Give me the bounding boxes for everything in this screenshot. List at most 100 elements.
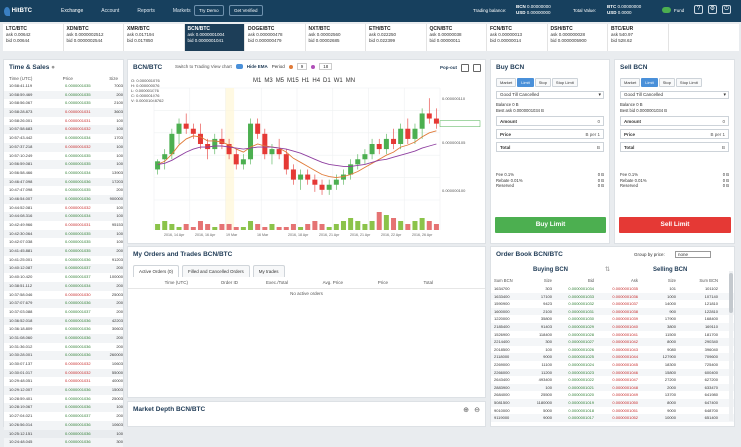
order-book-row[interactable]: 1600000 2100 0.0000001031 0.0000001038 900 12… xyxy=(491,307,734,316)
sell-total-field[interactable]: Total B xyxy=(620,142,729,152)
ticker-qcn-btc[interactable]: QCN/BTC ask 0.00000038 bid 0.00000011 xyxy=(427,24,487,51)
nav-reports[interactable]: Reports xyxy=(137,8,155,14)
buy-time-in-force-select[interactable]: Good Till Cancelled xyxy=(496,91,604,99)
order-book-row[interactable]: 9119000 9000 0.0000001017 0.0000001052 10000… xyxy=(491,414,734,422)
buy-limit-button[interactable]: Buy Limit xyxy=(495,217,606,233)
sell-price-field[interactable]: Price B per 1 xyxy=(620,129,729,139)
sell-stop-limit-tab[interactable]: Stop Limit xyxy=(675,78,702,87)
interval-m3[interactable]: M3 xyxy=(264,78,273,84)
buy-market-tab[interactable]: Market xyxy=(496,78,517,87)
interval-w1[interactable]: W1 xyxy=(333,78,343,84)
order-book-row[interactable]: 5081500 1180000 0.0000001019 0.0000001050 80… xyxy=(491,398,734,407)
interval-m15[interactable]: M15 xyxy=(287,78,299,84)
nav-account[interactable]: Account xyxy=(101,8,120,14)
order-book-row[interactable]: 2269000 11100 0.0000001024 0.0000001045 1830… xyxy=(491,361,734,369)
help-icon[interactable]: ? xyxy=(694,5,703,14)
logout-icon[interactable]: ⏻ xyxy=(722,5,731,14)
ticker-eth-btc[interactable]: ETH/BTC ask 0.022250 bid 0.022399 xyxy=(366,24,427,51)
chart-toggle-icon[interactable] xyxy=(235,64,243,69)
buy-amount-field[interactable]: Amount 0 xyxy=(496,116,604,126)
tab-filled-cancelled[interactable]: Filled and Cancelled Orders xyxy=(182,265,250,277)
fund-toggle[interactable] xyxy=(662,7,671,13)
zoom-in-icon[interactable]: ⊕ xyxy=(463,407,469,414)
col-ask: Ask xyxy=(631,278,638,283)
tab-active-orders[interactable]: Active Orders (0) xyxy=(133,265,180,277)
group-by-select[interactable]: none xyxy=(675,251,711,258)
sell-stop-tab[interactable]: Stop xyxy=(658,78,675,87)
ticker-xdn-btc[interactable]: XDN/BTC ask 0.0000002512 bid 0.0000002544 xyxy=(64,24,124,51)
ticker-ltc-btc[interactable]: LTC/BTC ask 0.00642 bid 0.00644 xyxy=(3,24,64,51)
order-book-row[interactable]: 1526900 118400 0.0000001028 0.0000001041 115… xyxy=(491,331,734,339)
order-book-row[interactable]: 2118000 9000 0.0000001025 0.0000001044 12790… xyxy=(491,353,734,361)
popout-button[interactable]: Pop-out xyxy=(440,65,457,70)
period-slow-input[interactable]: 18 xyxy=(319,63,333,70)
volume-bar xyxy=(376,212,382,230)
order-book-row[interactable]: 1634700 303 0.0000001034 0.0000001035 101 101… xyxy=(491,285,734,293)
trade-row: 10:40:10.420 0.0000001037 100000 xyxy=(4,273,123,282)
zoom-out-icon[interactable]: ⊖ xyxy=(474,407,480,414)
buy-stop-limit-tab[interactable]: Stop Limit xyxy=(551,78,578,87)
get-verified-button[interactable]: Get Verified xyxy=(229,5,263,16)
order-book-row[interactable]: 2643400 493400 0.0000001022 0.0000001047 272… xyxy=(491,376,734,384)
order-book-row[interactable]: 1590900 9423 0.0000001032 0.0000001037 14000… xyxy=(491,300,734,308)
trading-view-link[interactable]: Switch to Trading View chart xyxy=(175,64,232,69)
order-book-row[interactable]: 9010000 5000 0.0000001018 0.0000001051 9000 6… xyxy=(491,407,734,415)
time-and-sales-list[interactable]: 10:58:41.119 0.0000001035 7003 10:58:59.469… xyxy=(4,82,123,447)
swap-icon[interactable]: ⇅ xyxy=(605,267,611,273)
order-book-scrollbar[interactable] xyxy=(729,271,733,421)
trade-time: 10:27:04.021 xyxy=(9,413,33,419)
ticker-btc-eur[interactable]: BTC/EUR ask 540.97 bid 528.62 xyxy=(608,24,669,51)
period-fast-input[interactable]: 9 xyxy=(296,63,308,70)
ticker-nxt-btc[interactable]: NXT/BTC ask 0.00002560 bid 0.00002685 xyxy=(306,24,366,51)
interval-m1[interactable]: M1 xyxy=(253,78,262,84)
order-book-row[interactable]: 2185400 91403 0.0000001029 0.0000001040 3800… xyxy=(491,322,734,331)
sell-limit-button[interactable]: Sell Limit xyxy=(619,217,731,233)
buy-stop-tab[interactable]: Stop xyxy=(534,78,551,87)
nav-markets[interactable]: Markets xyxy=(172,8,191,14)
sell-limit-tab[interactable]: Limit xyxy=(641,78,658,87)
ticker-doge-btc[interactable]: DOGE/BTC ask 0.000000478 bid 0.000000479 xyxy=(245,24,306,51)
bid-price: 0.0000001030 xyxy=(568,316,594,322)
order-book-row[interactable]: 2883900 100 0.0000001021 0.0000001048 2000 63… xyxy=(491,383,734,392)
interval-m5[interactable]: M5 xyxy=(275,78,285,84)
buy-total-field[interactable]: Total B xyxy=(496,142,604,152)
sell-time-in-force-select[interactable]: Good Till Cancelled xyxy=(620,91,729,99)
order-book-rows[interactable]: 1634700 303 0.0000001034 0.0000001035 101 101… xyxy=(491,285,734,422)
interval-h1[interactable]: H1 xyxy=(301,78,310,84)
interval-d1[interactable]: D1 xyxy=(323,78,331,84)
buy-price-field[interactable]: Price B per 1 xyxy=(496,129,604,139)
sell-amount-field[interactable]: Amount 0 xyxy=(620,116,729,126)
sum-bid: 2269000 xyxy=(494,361,510,367)
hide-ema-button[interactable]: Hide EMA xyxy=(246,64,268,69)
volume-bar xyxy=(433,224,439,230)
ticker-fcn-btc[interactable]: FCN/BTC ask 0.00000013 bid 0.00000014 xyxy=(487,24,548,51)
ticker-xmr-btc[interactable]: XMR/BTC ask 0.017194 bid 0.017850 xyxy=(124,24,185,51)
sell-market-tab[interactable]: Market xyxy=(620,78,641,87)
try-demo-button[interactable]: Try Demo xyxy=(194,5,224,16)
settings-icon[interactable]: ⚙ xyxy=(708,5,717,14)
nav-exchange[interactable]: Exchange xyxy=(61,8,84,14)
buy-limit-tab[interactable]: Limit xyxy=(517,78,534,87)
order-book-row[interactable]: 2214400 300 0.0000001027 0.0000001042 8000 29… xyxy=(491,338,734,346)
expand-icon[interactable] xyxy=(461,64,469,72)
order-book-row[interactable]: 2684000 25500 0.0000001020 0.0000001049 1370… xyxy=(491,391,734,399)
volume-bar xyxy=(255,224,261,230)
btc-label: BTC xyxy=(607,4,617,9)
order-book-row[interactable]: 1633400 17100 0.0000001033 0.0000001036 1000… xyxy=(491,292,734,301)
tab-my-trades[interactable]: My trades xyxy=(252,265,285,277)
trade-row: 10:41:45.881 0.0000001035 200 xyxy=(4,247,123,256)
interval-h4[interactable]: H4 xyxy=(312,78,321,84)
ticker-bid: bid 0.022399 xyxy=(369,38,396,43)
price-chart[interactable]: 0.000000110 0.000000105 0.000000100 2016, 1… xyxy=(128,72,485,244)
maximize-icon[interactable] xyxy=(473,64,481,72)
ticker-dsh-btc[interactable]: DSH/BTC ask 0.000000028 bid 0.0000005900 xyxy=(548,24,608,51)
interval-mn[interactable]: MN xyxy=(345,78,356,84)
candle-body xyxy=(183,123,189,129)
ticker-bcn-btc[interactable]: BCN/BTC ask 0.0000001004 bid 0.0000001041 xyxy=(184,24,245,51)
buy-fee-value: 0 B xyxy=(597,172,604,177)
info-icon[interactable]: ● xyxy=(51,64,56,71)
hitbtc-logo[interactable]: HitBTC xyxy=(4,3,32,19)
order-book-row[interactable]: 2266000 11200 0.0000001023 0.0000001046 1580… xyxy=(491,368,734,377)
order-book-row[interactable]: 1220000 35800 0.0000001030 0.0000001039 1790… xyxy=(491,315,734,323)
order-book-row[interactable]: 2018500 100 0.0000001026 0.0000001043 9080 39… xyxy=(491,346,734,354)
